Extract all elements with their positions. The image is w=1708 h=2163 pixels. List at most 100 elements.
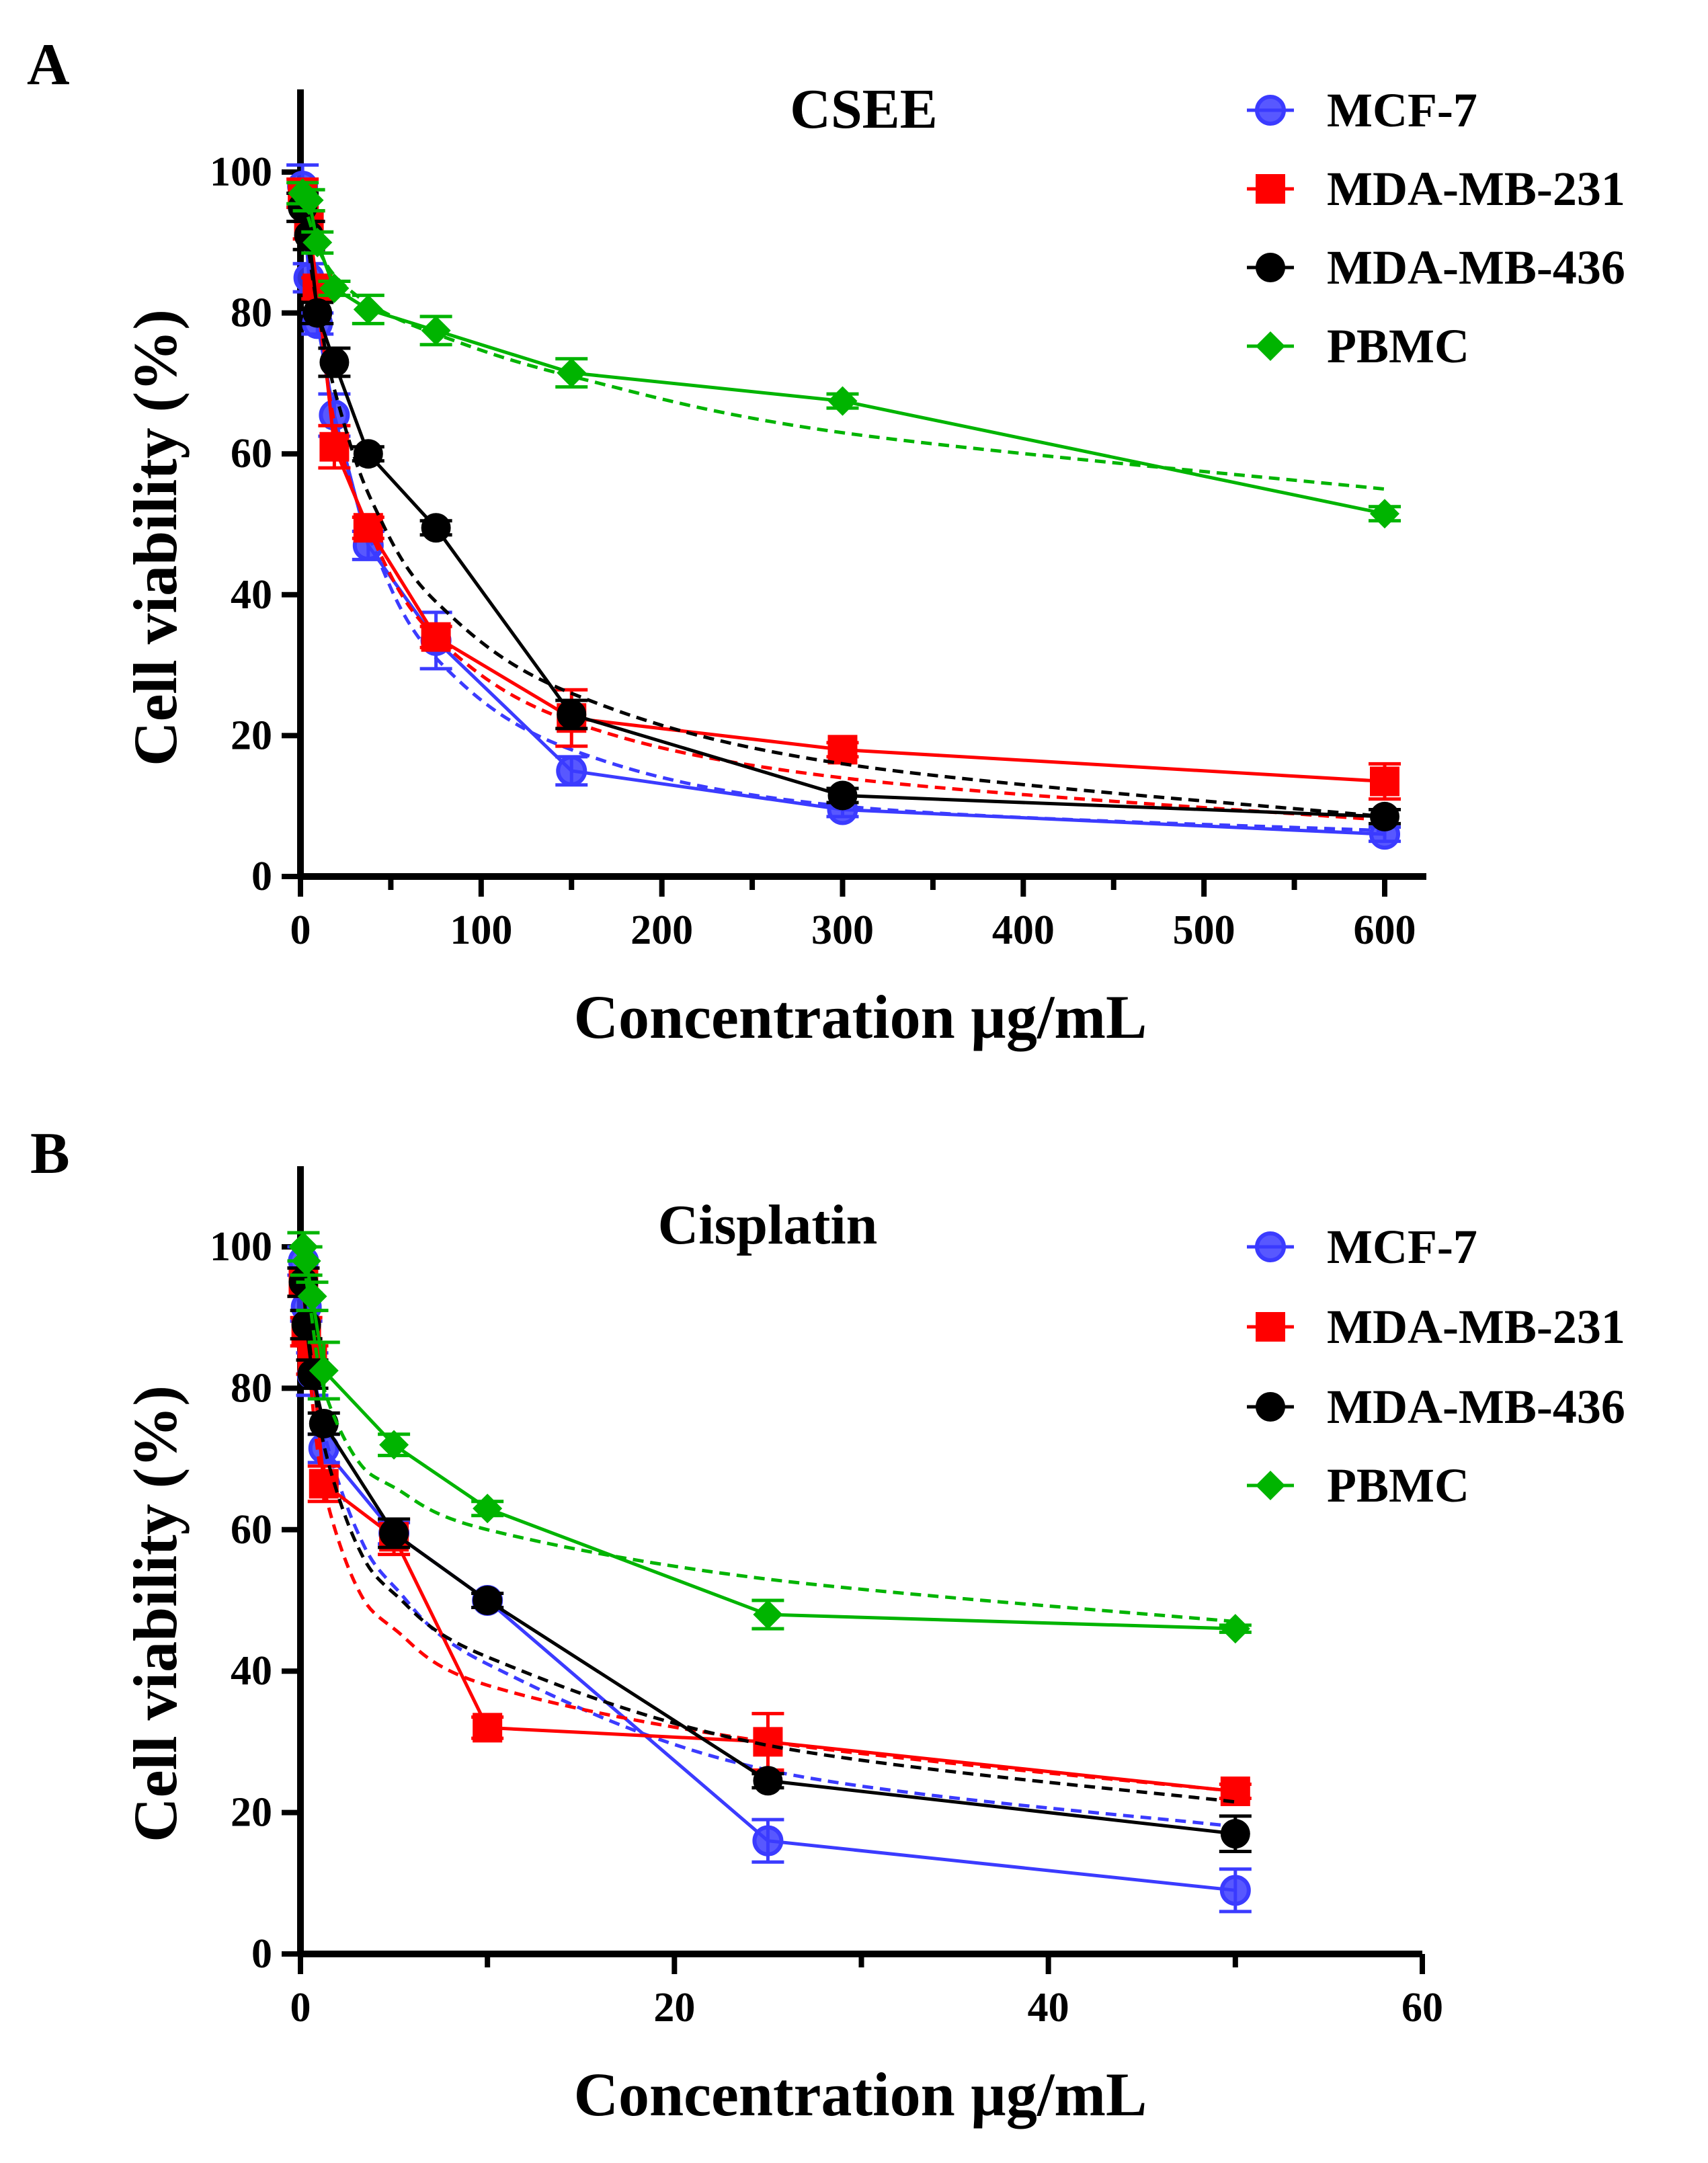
y-tick-label: 80 bbox=[231, 290, 272, 336]
data-point bbox=[1370, 499, 1399, 529]
fit-curve bbox=[301, 1260, 1236, 1624]
data-point bbox=[319, 432, 350, 462]
data-point bbox=[827, 386, 858, 416]
y-tick-label: 100 bbox=[210, 149, 272, 195]
data-point bbox=[379, 1430, 409, 1460]
data-point bbox=[319, 347, 350, 377]
data-point bbox=[379, 1518, 409, 1549]
data-point bbox=[557, 358, 587, 388]
legend-entry: MDA-MB-436 bbox=[1247, 1380, 1625, 1434]
x-axis-label: Concentration µg/mL bbox=[574, 2060, 1147, 2129]
legend-marker bbox=[1256, 1471, 1285, 1500]
x-tick-label: 300 bbox=[811, 907, 874, 953]
legend-label: MCF-7 bbox=[1327, 1220, 1477, 1274]
y-tick-label: 60 bbox=[231, 431, 272, 477]
data-line bbox=[300, 192, 1385, 784]
data-point bbox=[421, 622, 451, 652]
y-tick-label: 0 bbox=[251, 1931, 272, 1977]
data-point bbox=[297, 1281, 327, 1311]
data-point bbox=[473, 1494, 503, 1524]
data-point bbox=[309, 1356, 339, 1386]
y-axis-label: Cell viability (%) bbox=[121, 309, 190, 766]
fit-curve bbox=[301, 1274, 1236, 1804]
x-tick-label: 200 bbox=[631, 907, 693, 953]
data-line bbox=[301, 1246, 1235, 1631]
data-point bbox=[353, 439, 383, 469]
data-point bbox=[319, 273, 350, 303]
data-point bbox=[473, 1586, 503, 1615]
y-tick-label: 40 bbox=[231, 1648, 272, 1694]
data-point bbox=[752, 1825, 784, 1856]
legend-marker bbox=[1255, 95, 1286, 126]
data-point bbox=[421, 513, 451, 543]
data-point bbox=[1220, 1819, 1250, 1849]
y-tick-label: 20 bbox=[231, 1790, 272, 1836]
legend-label: MDA-MB-231 bbox=[1327, 162, 1625, 216]
legend-marker bbox=[1256, 1392, 1285, 1422]
data-point bbox=[473, 1713, 503, 1743]
legend-marker bbox=[1256, 1312, 1285, 1342]
data-point bbox=[302, 227, 333, 257]
x-tick-label: 0 bbox=[290, 1985, 311, 2031]
x-tick-label: 40 bbox=[1028, 1985, 1069, 2031]
data-point bbox=[1370, 801, 1399, 831]
y-axis-label: Cell viability (%) bbox=[121, 1385, 190, 1842]
legend-entry: PBMC bbox=[1247, 1459, 1469, 1512]
data-point bbox=[556, 755, 587, 786]
y-tick-label: 100 bbox=[210, 1224, 272, 1270]
legend-marker bbox=[1256, 253, 1285, 282]
data-point bbox=[291, 1246, 321, 1276]
data-point bbox=[827, 780, 858, 811]
y-tick-label: 20 bbox=[231, 712, 272, 758]
fit-curve bbox=[300, 200, 1385, 822]
data-point bbox=[753, 1600, 783, 1630]
data-point bbox=[302, 298, 333, 328]
x-tick-label: 600 bbox=[1354, 907, 1416, 953]
data-point bbox=[421, 315, 451, 345]
x-tick-label: 400 bbox=[992, 907, 1055, 953]
fit-curve bbox=[301, 1282, 1236, 1793]
legend-entry: MCF-7 bbox=[1247, 1220, 1477, 1274]
x-tick-label: 20 bbox=[653, 1985, 695, 2031]
data-point bbox=[1370, 766, 1399, 797]
data-point bbox=[827, 735, 858, 765]
series-mcf-7 bbox=[287, 1245, 1252, 1914]
chart-title: Cisplatin bbox=[658, 1194, 878, 1256]
data-point bbox=[353, 513, 383, 543]
y-tick-label: 0 bbox=[251, 854, 272, 899]
legend-entry: MCF-7 bbox=[1247, 83, 1477, 137]
panel-b: B Cisplatin 0 20 40 60 80 100 0 20 40 60 Concentrati… bbox=[30, 1121, 1625, 2129]
legend-entry: MDA-MB-436 bbox=[1247, 241, 1625, 294]
legend-marker bbox=[1255, 1231, 1286, 1262]
legend-label: PBMC bbox=[1327, 319, 1469, 373]
data-point bbox=[353, 294, 383, 325]
legend-entry: MDA-MB-231 bbox=[1247, 1300, 1625, 1354]
legend-label: MDA-MB-231 bbox=[1327, 1300, 1625, 1354]
data-point bbox=[1219, 1875, 1251, 1906]
fit-curve bbox=[300, 200, 1385, 491]
fit-curve bbox=[300, 200, 1385, 819]
panel-a: A CSEE 0 20 40 60 80 100 0 100 200 300 400 500 600 Conc… bbox=[27, 32, 1625, 1051]
legend-marker bbox=[1256, 174, 1285, 204]
x-axis-label: Concentration µg/mL bbox=[574, 983, 1147, 1051]
y-tick-label: 40 bbox=[231, 572, 272, 618]
legend-entry: PBMC bbox=[1247, 319, 1469, 373]
y-tick-label: 80 bbox=[231, 1365, 272, 1411]
series-mda-mb-231 bbox=[287, 1266, 1252, 1807]
legend-label: MDA-MB-436 bbox=[1327, 241, 1625, 294]
x-tick-label: 0 bbox=[290, 907, 311, 953]
data-point bbox=[557, 699, 587, 729]
legend-label: MCF-7 bbox=[1327, 83, 1477, 137]
data-line bbox=[300, 206, 1385, 819]
series-pbmc bbox=[287, 1231, 1252, 1644]
data-line bbox=[301, 192, 1385, 516]
data-point bbox=[309, 1409, 339, 1438]
panel-label: A bbox=[27, 32, 70, 97]
x-tick-label: 500 bbox=[1173, 907, 1235, 953]
legend-label: MDA-MB-436 bbox=[1327, 1380, 1625, 1434]
data-point bbox=[294, 185, 324, 215]
x-tick-label: 100 bbox=[450, 907, 512, 953]
legend-marker bbox=[1256, 331, 1285, 361]
x-tick-label: 60 bbox=[1401, 1985, 1443, 2031]
